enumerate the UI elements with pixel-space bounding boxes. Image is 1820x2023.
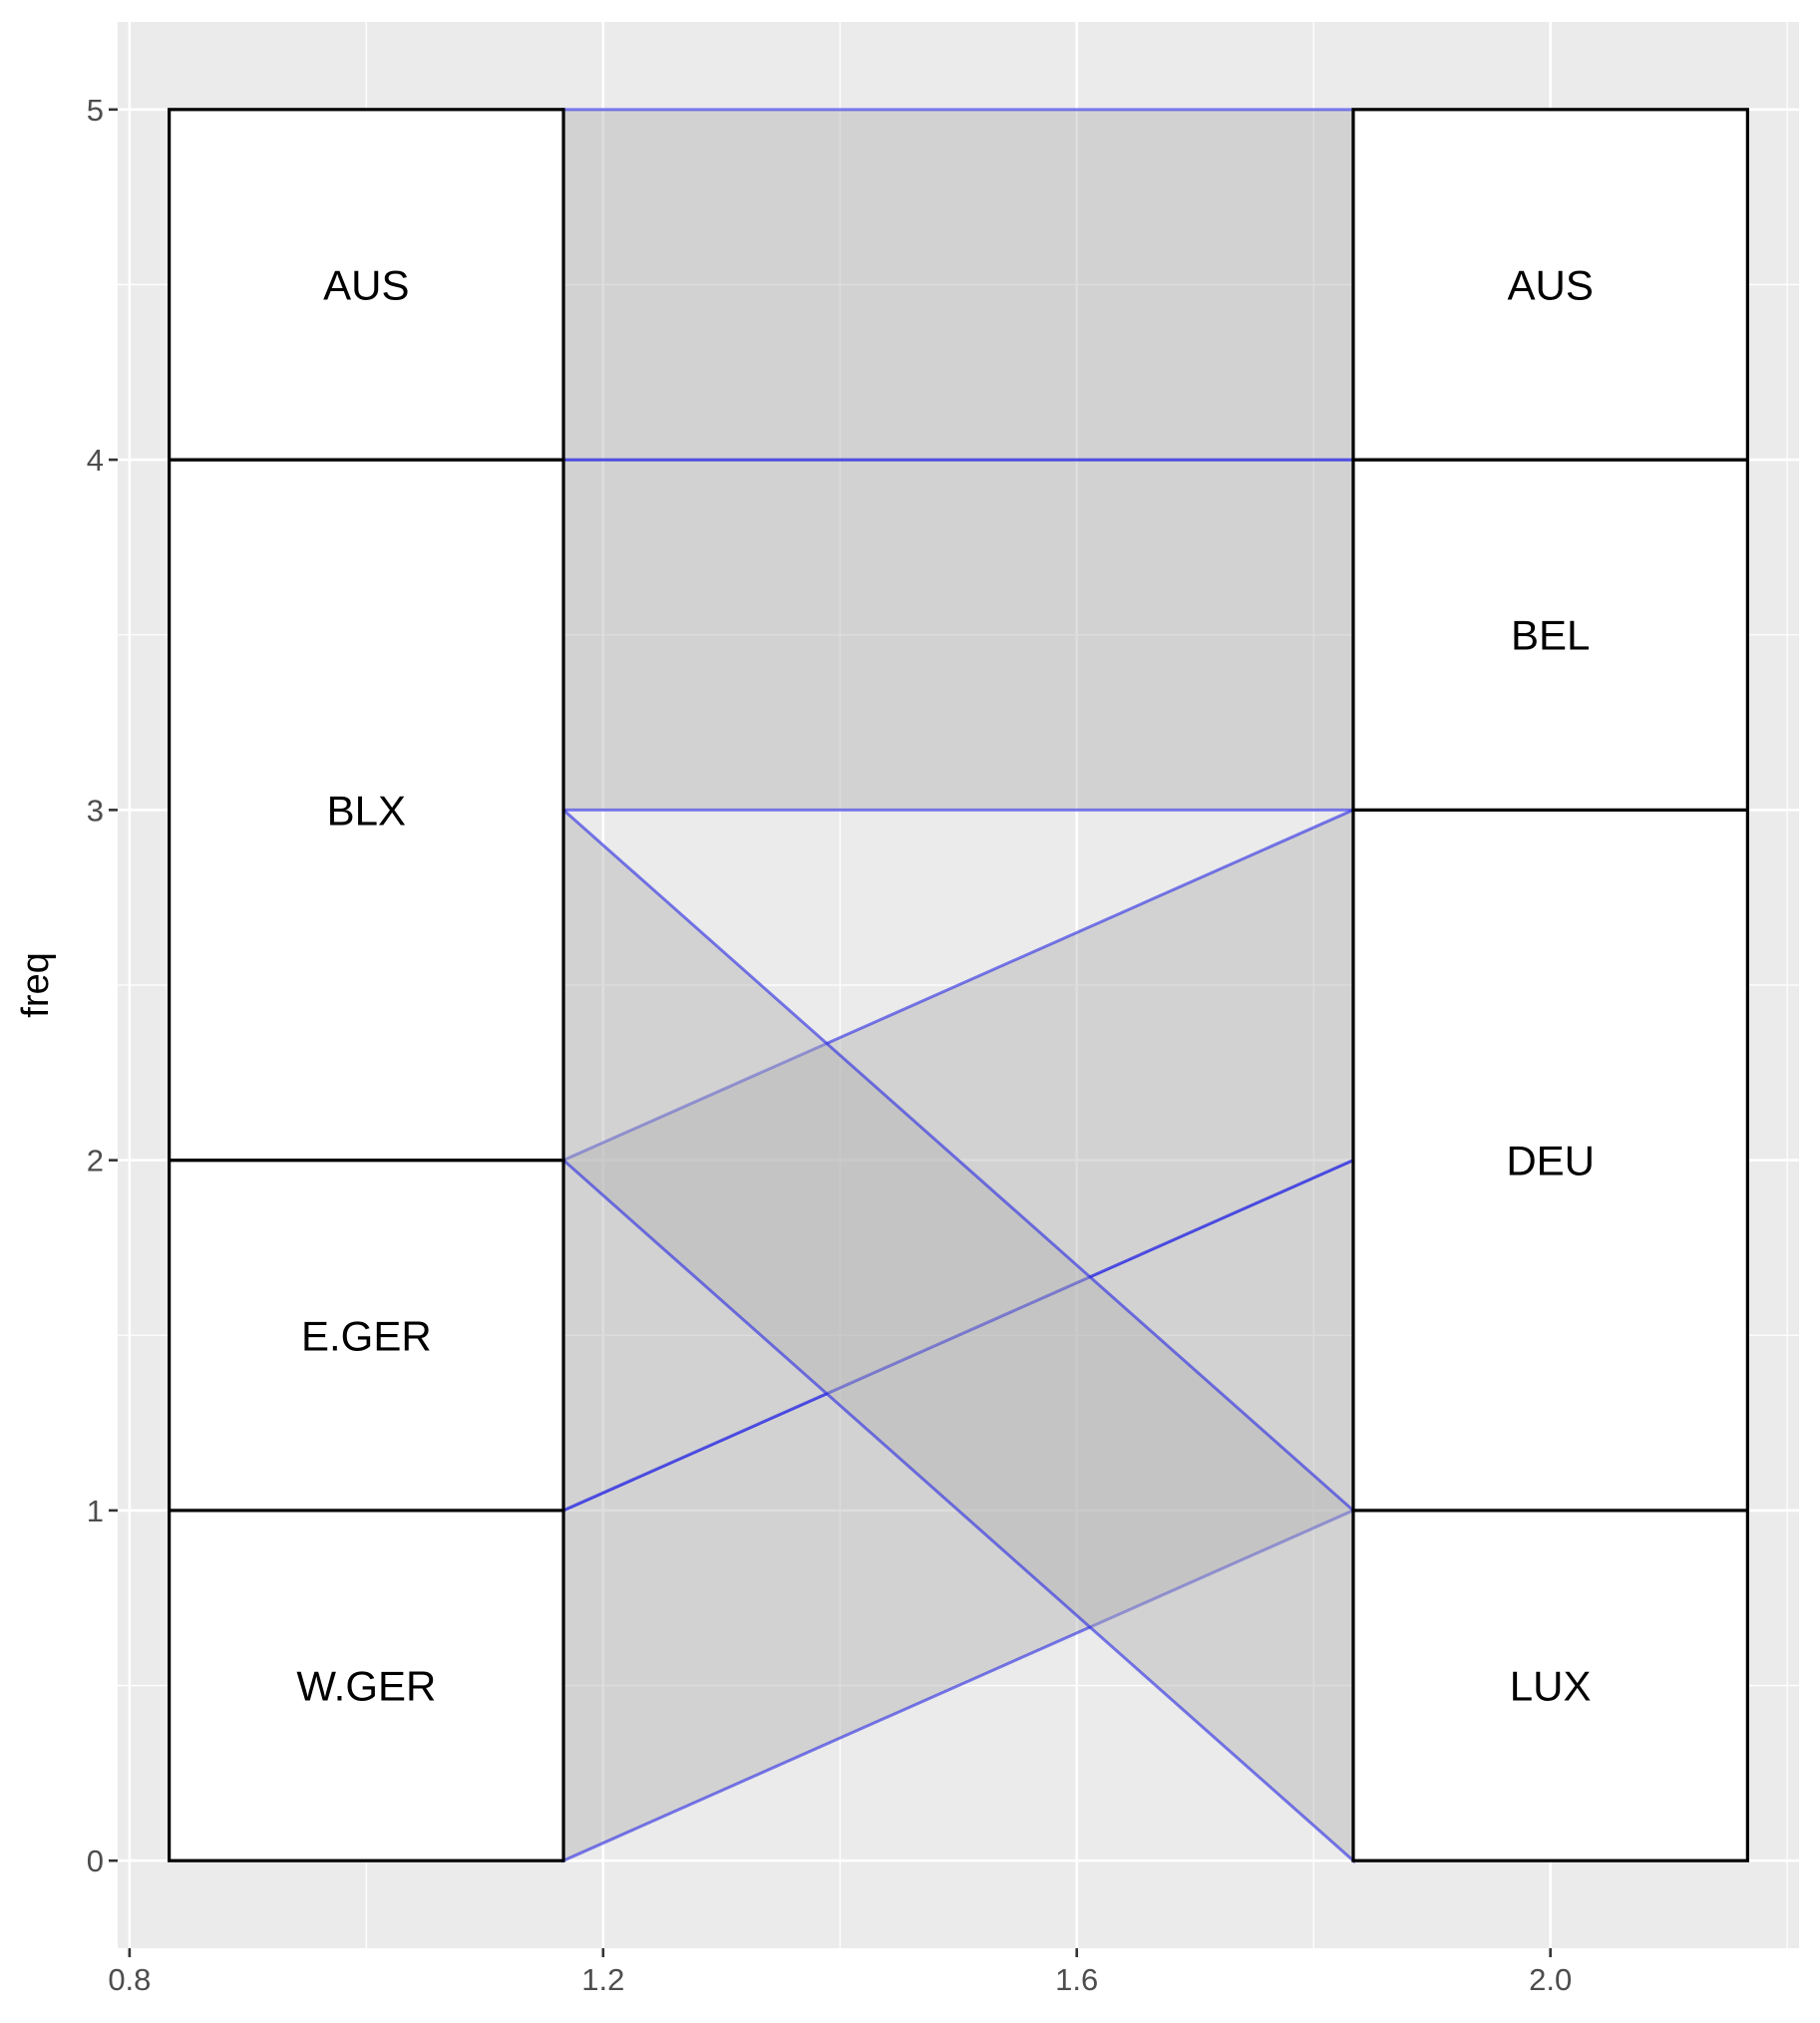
flow-aus-to-aus [561, 108, 1355, 462]
stratum-label-1-wger: W.GER [296, 1663, 436, 1710]
stratum-box-2-aus [1351, 108, 1749, 462]
strata: W.GER E.GER BLX AUS LUX DEU BEL AUS [168, 108, 1749, 1862]
stratum-box-2-deu [1351, 808, 1749, 1513]
y-tick-label: 4 [87, 443, 104, 478]
stratum-label-2-aus: AUS [1507, 261, 1593, 308]
stratum-box-1-blx [168, 458, 565, 1163]
stratum-label-1-aus: AUS [323, 261, 409, 308]
x-tick-label: 1.2 [581, 1962, 624, 1997]
y-tick-label: 1 [87, 1494, 104, 1528]
stratum-box-1-aus [168, 108, 565, 462]
stratum-box-1-eger [168, 1159, 565, 1513]
stratum-label-2-deu: DEU [1506, 1138, 1595, 1184]
x-tick-label: 2.0 [1529, 1962, 1572, 1997]
stratum-box-2-bel [1351, 458, 1749, 812]
stratum-label-1-eger: E.GER [301, 1312, 432, 1359]
flows [561, 108, 1355, 1864]
stratum-label-2-lux: LUX [1510, 1663, 1592, 1710]
y-tick-label: 3 [87, 793, 104, 828]
y-tick-label: 5 [87, 93, 104, 128]
stratum-label-1-blx: BLX [327, 787, 406, 834]
y-tick-label: 2 [87, 1144, 104, 1179]
x-tick-label: 1.6 [1055, 1962, 1098, 1997]
stratum-label-2-bel: BEL [1511, 612, 1590, 659]
x-tick-label: 0.8 [108, 1962, 151, 1997]
flow-blx-to-bel [561, 458, 1355, 812]
stratum-box-2-lux [1351, 1509, 1749, 1862]
y-tick-label: 0 [87, 1844, 104, 1878]
y-axis-title: freq [15, 952, 57, 1017]
axes: 0 1 2 3 4 5 0.8 1.2 1.6 2.0 [87, 93, 1572, 1997]
stratum-box-1-wger [168, 1509, 565, 1862]
